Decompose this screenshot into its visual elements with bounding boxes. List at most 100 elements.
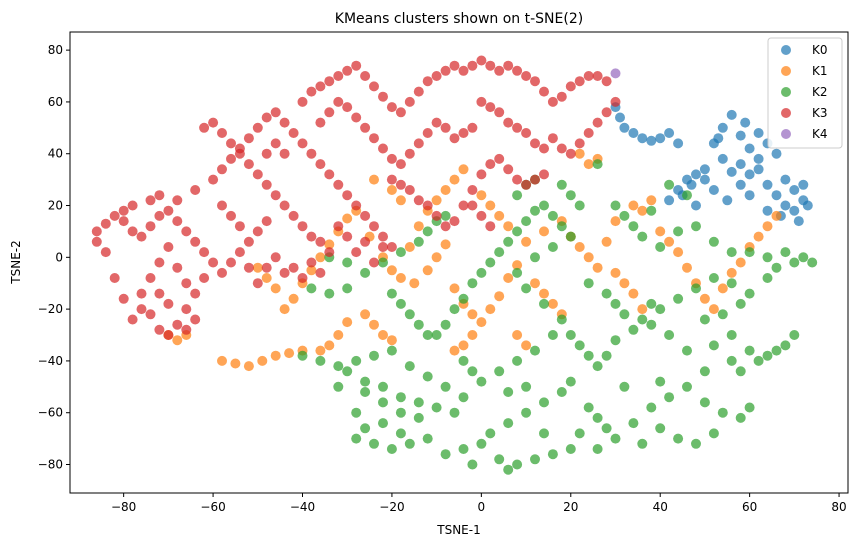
point-K1 xyxy=(386,185,397,195)
point-K2 xyxy=(556,179,567,190)
point-K1 xyxy=(539,288,549,299)
point-K3 xyxy=(217,267,227,278)
point-K3 xyxy=(458,128,469,138)
point-K2 xyxy=(440,449,451,460)
point-K1 xyxy=(503,221,514,232)
point-K2 xyxy=(565,231,576,242)
point-K1 xyxy=(628,288,639,299)
point-K2 xyxy=(503,418,514,429)
point-K2 xyxy=(458,444,469,454)
point-K2 xyxy=(360,423,371,434)
y-tick-label: 20 xyxy=(48,199,63,213)
point-K0 xyxy=(726,166,737,177)
point-K3 xyxy=(136,231,147,242)
point-K2 xyxy=(413,412,424,423)
point-K1 xyxy=(771,210,782,221)
point-K1 xyxy=(485,304,496,315)
point-K2 xyxy=(592,159,603,170)
point-K3 xyxy=(476,55,487,66)
point-K3 xyxy=(100,247,111,258)
point-K2 xyxy=(342,257,353,268)
point-K2 xyxy=(539,298,549,309)
point-K2 xyxy=(378,381,388,392)
point-K0 xyxy=(637,133,648,144)
point-K2 xyxy=(458,355,469,366)
point-K3 xyxy=(565,148,576,159)
point-K0 xyxy=(615,112,625,123)
point-K3 xyxy=(324,76,335,87)
point-K2 xyxy=(494,247,505,258)
point-K2 xyxy=(735,412,746,423)
point-K1 xyxy=(369,319,379,330)
point-K2 xyxy=(574,428,585,439)
point-K3 xyxy=(395,107,406,118)
point-K1 xyxy=(762,221,773,232)
point-K2 xyxy=(494,366,505,377)
point-K3 xyxy=(547,96,558,107)
point-K2 xyxy=(655,242,666,252)
point-K3 xyxy=(279,117,290,128)
point-K3 xyxy=(297,273,308,283)
point-K3 xyxy=(127,226,138,237)
point-K3 xyxy=(243,236,254,247)
point-K2 xyxy=(458,293,469,304)
point-K1 xyxy=(574,148,585,159)
point-K2 xyxy=(673,226,684,237)
point-K3 xyxy=(306,148,317,159)
point-K3 xyxy=(226,210,236,221)
point-K3 xyxy=(163,298,174,309)
point-K3 xyxy=(163,205,174,216)
point-K0 xyxy=(753,164,764,175)
point-K1 xyxy=(315,345,326,356)
legend-marker-K1 xyxy=(781,66,791,76)
point-K2 xyxy=(762,350,773,361)
point-K1 xyxy=(306,265,317,276)
y-tick-label: 60 xyxy=(48,95,63,109)
point-K0 xyxy=(780,200,791,211)
point-K3 xyxy=(431,210,442,221)
point-K2 xyxy=(431,402,442,413)
point-K3 xyxy=(521,179,532,190)
point-K3 xyxy=(476,169,487,180)
point-K2 xyxy=(547,330,558,340)
point-K2 xyxy=(539,397,549,408)
point-K1 xyxy=(422,265,433,276)
point-K3 xyxy=(369,221,379,232)
point-K1 xyxy=(378,330,388,340)
point-K3 xyxy=(485,60,496,71)
point-K2 xyxy=(512,355,523,366)
point-K1 xyxy=(467,309,478,320)
point-K3 xyxy=(279,200,290,211)
point-K1 xyxy=(315,252,326,263)
point-K3 xyxy=(503,164,514,175)
point-K0 xyxy=(753,128,764,138)
point-K1 xyxy=(431,252,442,263)
point-K3 xyxy=(226,153,236,164)
point-K2 xyxy=(726,278,737,289)
point-K3 xyxy=(467,60,478,71)
point-K3 xyxy=(252,122,263,133)
point-K2 xyxy=(717,407,728,418)
plot-points xyxy=(91,55,818,475)
point-K2 xyxy=(726,247,737,258)
point-K2 xyxy=(342,283,353,294)
point-K2 xyxy=(601,350,612,361)
point-K1 xyxy=(628,200,639,211)
point-K0 xyxy=(664,128,675,138)
point-K3 xyxy=(172,319,183,330)
point-K2 xyxy=(565,376,576,387)
x-tick-label: −40 xyxy=(290,500,315,514)
point-K2 xyxy=(530,454,540,465)
point-K2 xyxy=(556,314,567,325)
point-K3 xyxy=(243,159,254,170)
point-K3 xyxy=(306,86,317,97)
point-K3 xyxy=(512,174,523,185)
point-K0 xyxy=(735,179,746,190)
point-K2 xyxy=(521,381,532,392)
point-K3 xyxy=(288,210,299,221)
point-K3 xyxy=(145,195,156,206)
chart-title: KMeans clusters shown on t-SNE(2) xyxy=(335,11,583,27)
point-K2 xyxy=(646,205,657,216)
point-K3 xyxy=(369,81,379,92)
point-K3 xyxy=(521,128,532,138)
